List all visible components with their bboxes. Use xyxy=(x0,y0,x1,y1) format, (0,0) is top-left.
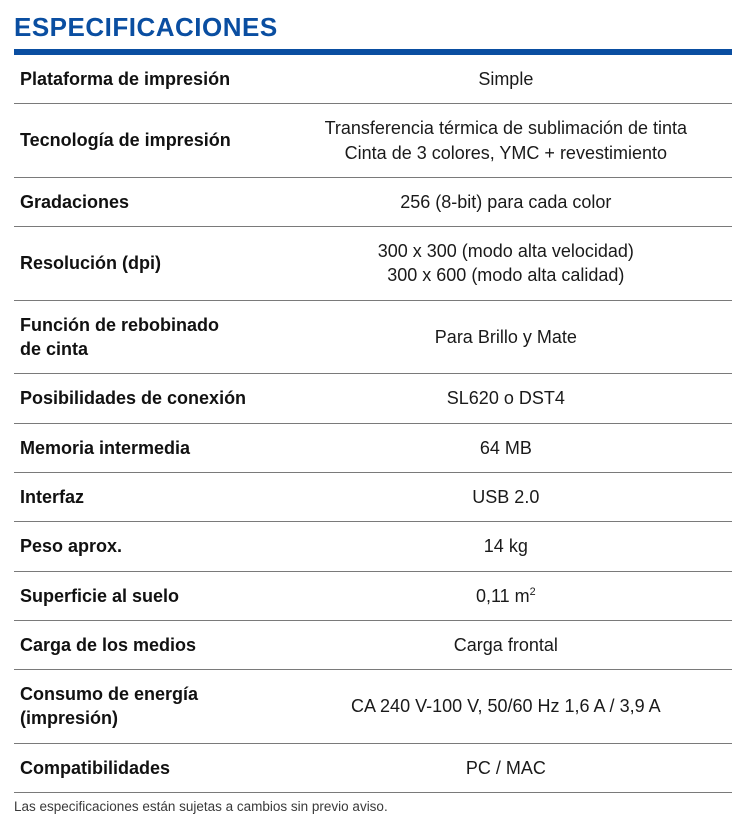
table-row: Superficie al suelo0,11 m2 xyxy=(14,571,732,620)
table-row: Peso aprox.14 kg xyxy=(14,522,732,571)
spec-value: Transferencia térmica de sublimación de … xyxy=(280,104,732,178)
spec-value: 64 MB xyxy=(280,423,732,472)
spec-table-body: Plataforma de impresiónSimpleTecnología … xyxy=(14,55,732,793)
footnote: Las especificaciones están sujetas a cam… xyxy=(14,793,732,814)
spec-value: PC / MAC xyxy=(280,743,732,792)
spec-label: Posibilidades de conexión xyxy=(14,374,280,423)
spec-label: Compatibilidades xyxy=(14,743,280,792)
table-row: Posibilidades de conexiónSL620 o DST4 xyxy=(14,374,732,423)
spec-value: Carga frontal xyxy=(280,620,732,669)
spec-label: Memoria intermedia xyxy=(14,423,280,472)
spec-label: Peso aprox. xyxy=(14,522,280,571)
table-row: CompatibilidadesPC / MAC xyxy=(14,743,732,792)
spec-value: 14 kg xyxy=(280,522,732,571)
table-row: Carga de los mediosCarga frontal xyxy=(14,620,732,669)
spec-table: Plataforma de impresiónSimpleTecnología … xyxy=(14,55,732,793)
table-row: Consumo de energía(impresión)CA 240 V-10… xyxy=(14,670,732,744)
spec-value: 256 (8-bit) para cada color xyxy=(280,177,732,226)
spec-label: Superficie al suelo xyxy=(14,571,280,620)
spec-label: Tecnología de impresión xyxy=(14,104,280,178)
spec-label: Resolución (dpi) xyxy=(14,227,280,301)
table-row: InterfazUSB 2.0 xyxy=(14,472,732,521)
spec-label: Carga de los medios xyxy=(14,620,280,669)
section-title: ESPECIFICACIONES xyxy=(14,12,732,55)
spec-value: SL620 o DST4 xyxy=(280,374,732,423)
spec-value: Simple xyxy=(280,55,732,104)
table-row: Gradaciones256 (8-bit) para cada color xyxy=(14,177,732,226)
spec-value: 0,11 m2 xyxy=(280,571,732,620)
table-row: Plataforma de impresiónSimple xyxy=(14,55,732,104)
spec-label: Gradaciones xyxy=(14,177,280,226)
spec-label: Interfaz xyxy=(14,472,280,521)
table-row: Memoria intermedia64 MB xyxy=(14,423,732,472)
table-row: Función de rebobinadode cintaPara Brillo… xyxy=(14,300,732,374)
spec-value: USB 2.0 xyxy=(280,472,732,521)
table-row: Resolución (dpi)300 x 300 (modo alta vel… xyxy=(14,227,732,301)
spec-label: Función de rebobinadode cinta xyxy=(14,300,280,374)
spec-label: Consumo de energía(impresión) xyxy=(14,670,280,744)
spec-value: Para Brillo y Mate xyxy=(280,300,732,374)
spec-value: CA 240 V-100 V, 50/60 Hz 1,6 A / 3,9 A xyxy=(280,670,732,744)
spec-value: 300 x 300 (modo alta velocidad)300 x 600… xyxy=(280,227,732,301)
spec-label: Plataforma de impresión xyxy=(14,55,280,104)
table-row: Tecnología de impresiónTransferencia tér… xyxy=(14,104,732,178)
